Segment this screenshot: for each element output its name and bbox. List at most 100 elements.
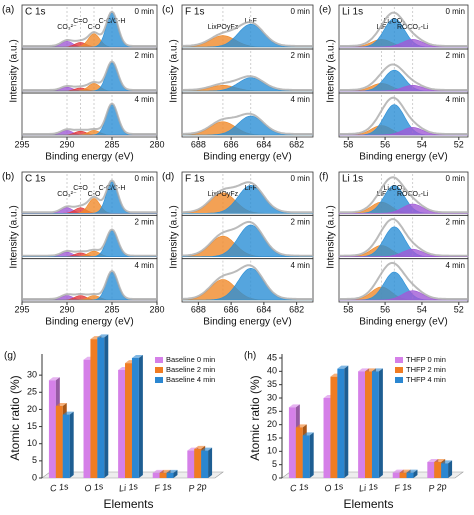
- bar: [302, 435, 310, 478]
- legend-label: THFP 0 min: [406, 355, 446, 364]
- panel-label: (f): [319, 172, 328, 183]
- bar-top: [365, 368, 376, 372]
- x-axis-title: Binding energy (eV): [359, 317, 447, 328]
- element-label: Li 1s: [342, 174, 363, 185]
- time-label: 2 min: [134, 217, 154, 226]
- x-axis-title: Binding energy (eV): [45, 152, 133, 163]
- legend-swatch: [395, 367, 403, 373]
- legend-label: Baseline 2 min: [166, 365, 215, 374]
- time-label: 2 min: [445, 51, 465, 60]
- raw-spectrum: [339, 176, 468, 214]
- raw-spectrum: [22, 102, 157, 135]
- x-tick-label: P 2p: [428, 481, 447, 493]
- legend-label: Baseline 0 min: [166, 355, 215, 364]
- bar: [97, 337, 105, 478]
- raw-spectrum: [22, 228, 157, 257]
- legend-label: THFP 4 min: [406, 375, 446, 384]
- peak-label: C-C/C-H: [99, 18, 126, 25]
- peak-label: C=O: [73, 185, 88, 192]
- bar: [55, 406, 63, 478]
- peak-label: LixPOyFz: [208, 24, 239, 31]
- bar-top: [48, 377, 60, 381]
- x-tick-label: 682: [289, 304, 304, 314]
- peak-label: C=O: [73, 18, 88, 25]
- peak-label: C-O: [88, 191, 101, 198]
- y-tick-label: 5: [272, 459, 277, 469]
- raw-spectrum: [182, 21, 313, 47]
- y-tick-label: 25: [267, 406, 277, 416]
- y-tick-label: 30: [27, 370, 37, 380]
- peak-label: C-O: [88, 24, 101, 31]
- bar: [371, 371, 379, 478]
- time-label: 4 min: [134, 261, 154, 270]
- bar: [399, 472, 407, 478]
- sub-panel-frame: [181, 92, 314, 138]
- element-label: F 1s: [185, 174, 204, 185]
- bar: [330, 376, 338, 478]
- bar: [337, 368, 345, 478]
- time-label: 0 min: [134, 7, 154, 16]
- bar-top: [427, 459, 439, 462]
- y-axis-title: Intensity (a.u.): [169, 205, 180, 268]
- peak-label: Li₂CO₃: [384, 18, 406, 25]
- bar-side: [69, 411, 74, 478]
- bar: [427, 462, 435, 478]
- x-tick-label: 688: [191, 304, 206, 314]
- x-tick-label: 58: [343, 304, 353, 314]
- bar: [90, 339, 98, 478]
- legend-label: Baseline 4 min: [166, 375, 215, 384]
- bar-side: [413, 469, 418, 478]
- bar-side: [344, 365, 349, 478]
- x-tick-label: Li 1s: [358, 481, 379, 494]
- bar: [187, 450, 195, 478]
- time-label: 0 min: [290, 7, 310, 16]
- x-tick-label: C 1s: [289, 481, 309, 494]
- bar: [152, 472, 160, 478]
- legend-swatch: [155, 377, 163, 383]
- x-tick-label: 52: [454, 304, 464, 314]
- bar-top: [295, 424, 307, 428]
- bar: [125, 363, 132, 478]
- y-tick-label: 20: [27, 404, 37, 414]
- bar: [295, 427, 303, 478]
- x-tick-label: 684: [256, 139, 271, 149]
- raw-spectrum: [182, 75, 313, 91]
- x-tick-label: 295: [14, 139, 29, 149]
- bar: [201, 450, 209, 478]
- peak-label: LixPOyFz: [208, 191, 239, 198]
- panel-label: (c): [162, 5, 174, 16]
- panel-label: (e): [319, 5, 331, 16]
- bar: [358, 371, 366, 478]
- peak-label: C-C/C-H: [99, 185, 126, 192]
- bar-top: [288, 404, 300, 408]
- peak-label: Li-F: [245, 185, 257, 192]
- x-tick-label: 682: [289, 139, 304, 149]
- y-tick-label: 0: [32, 472, 37, 482]
- panel-label: (a): [2, 5, 14, 16]
- x-tick-label: 56: [380, 304, 390, 314]
- peak-label: ROCO₂-Li: [397, 24, 429, 31]
- sub-panel-frame: [338, 92, 469, 138]
- bar-side: [448, 460, 453, 478]
- x-tick-label: Li 1s: [118, 481, 139, 494]
- bar-top: [399, 469, 411, 473]
- bar-side: [309, 432, 314, 478]
- x-tick-label: P 2p: [188, 481, 207, 493]
- time-label: 4 min: [290, 261, 310, 270]
- time-label: 2 min: [134, 51, 154, 60]
- time-label: 2 min: [290, 51, 310, 60]
- bar-side: [138, 355, 143, 478]
- bar: [62, 414, 70, 478]
- x-tick-label: 686: [224, 139, 239, 149]
- x-tick-label: 52: [454, 139, 464, 149]
- raw-spectrum: [22, 10, 157, 47]
- bar-top: [194, 445, 206, 449]
- time-label: 2 min: [445, 217, 465, 226]
- bar-top: [358, 368, 370, 372]
- x-tick-label: 58: [343, 139, 353, 149]
- y-tick-label: 45: [267, 352, 277, 362]
- bar-top: [152, 469, 164, 473]
- bar: [406, 472, 414, 478]
- bar: [434, 462, 442, 478]
